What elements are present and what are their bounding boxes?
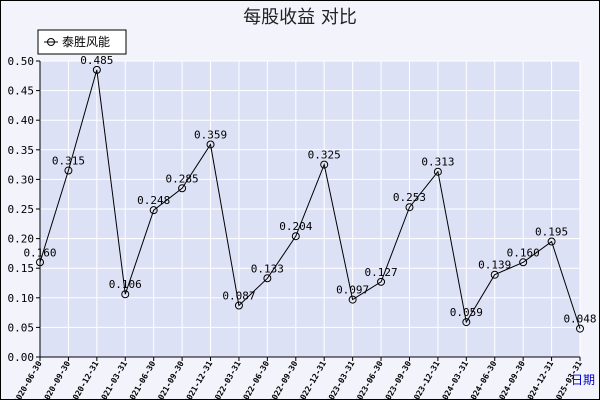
data-label: 0.106 xyxy=(109,278,142,291)
data-point xyxy=(490,270,499,279)
data-label: 0.127 xyxy=(364,266,397,279)
x-tick-label: 2023-06-30 xyxy=(353,359,385,400)
x-tick-label: 2021-12-31 xyxy=(182,359,214,400)
data-label: 0.253 xyxy=(393,191,426,204)
y-tick-label: 0.20 xyxy=(8,233,35,246)
x-unit-label: 日期 xyxy=(571,373,595,387)
x-tick-label: 2024-12-31 xyxy=(523,359,555,400)
data-point xyxy=(234,301,243,310)
data-label: 0.359 xyxy=(194,128,227,141)
y-tick-label: 0.50 xyxy=(8,55,35,68)
y-tick-label: 0.25 xyxy=(8,203,35,216)
data-point xyxy=(576,324,584,333)
data-point xyxy=(462,318,471,327)
x-tick-label: 2021-09-30 xyxy=(154,359,186,400)
x-tick-label: 2024-03-31 xyxy=(438,359,470,400)
x-tick-label: 2021-06-30 xyxy=(126,359,158,400)
x-tick-label: 2023-03-31 xyxy=(324,359,356,400)
x-tick-label: 2024-06-30 xyxy=(467,359,499,400)
data-label: 0.204 xyxy=(279,220,312,233)
x-tick-label: 2022-03-31 xyxy=(211,359,243,400)
x-tick-label: 2020-09-30 xyxy=(40,359,72,400)
x-tick-label: 2023-09-30 xyxy=(381,359,413,400)
data-label: 0.059 xyxy=(450,306,483,319)
data-label: 0.087 xyxy=(222,289,255,302)
chart-title: 每股收益 对比 xyxy=(243,7,357,28)
y-tick-label: 0.35 xyxy=(8,144,35,157)
data-point xyxy=(348,295,357,304)
data-label: 0.485 xyxy=(80,54,113,67)
data-point xyxy=(64,166,73,175)
y-tick-label: 0.10 xyxy=(8,292,35,305)
data-point xyxy=(263,274,272,283)
grid-lines xyxy=(39,60,581,358)
data-label: 0.139 xyxy=(478,259,511,272)
series-line xyxy=(39,69,581,329)
y-tick-label: 0.00 xyxy=(8,351,35,364)
data-label: 0.160 xyxy=(507,246,540,259)
data-point xyxy=(547,237,556,246)
x-tick-label: 2021-03-31 xyxy=(97,359,129,400)
legend[interactable]: 泰胜风能 xyxy=(37,29,127,55)
legend-marker-icon xyxy=(47,38,55,46)
axes xyxy=(39,61,580,358)
data-point xyxy=(121,290,130,299)
data-point xyxy=(320,160,329,169)
data-point xyxy=(149,206,158,215)
x-axis-ticks: 2020-06-302020-09-302020-12-312021-03-31… xyxy=(12,357,584,400)
data-point xyxy=(405,203,414,212)
x-tick-label: 2023-12-31 xyxy=(410,359,442,400)
data-label: 0.325 xyxy=(308,149,341,162)
data-label: 0.315 xyxy=(52,155,85,168)
data-labels: 0.160 0.315 0.485 0.106 0.248 0.285 0.359 0.087… xyxy=(23,54,596,326)
x-tick-label: 2020-06-30 xyxy=(12,359,44,400)
data-point xyxy=(519,258,528,267)
data-label: 0.248 xyxy=(137,194,170,207)
data-label: 0.097 xyxy=(336,284,369,297)
x-tick-label: 2020-12-31 xyxy=(69,359,101,400)
data-point xyxy=(92,65,101,74)
y-tick-label: 0.05 xyxy=(8,321,35,334)
data-point xyxy=(206,140,215,149)
y-tick-label: 0.15 xyxy=(8,262,35,275)
x-tick-label: 2022-09-30 xyxy=(268,359,300,400)
x-tick-label: 2022-12-31 xyxy=(296,359,328,400)
y-axis-ticks: 0.00 0.05 0.10 0.15 0.20 0.25 0.30 0.35 0.40 0.45… xyxy=(8,55,40,364)
data-point xyxy=(178,184,187,193)
data-point xyxy=(291,232,300,241)
y-tick-label: 0.45 xyxy=(8,85,35,98)
data-point xyxy=(377,277,386,286)
x-tick-label: 2022-06-30 xyxy=(239,359,271,400)
data-label: 0.195 xyxy=(535,226,568,239)
y-tick-label: 0.30 xyxy=(8,173,35,186)
data-label: 0.313 xyxy=(421,156,454,169)
data-point xyxy=(433,167,442,176)
series-markers xyxy=(36,65,584,333)
legend-series-name: 泰胜风能 xyxy=(62,34,110,49)
data-label: 0.048 xyxy=(563,313,596,326)
y-tick-label: 0.40 xyxy=(8,114,35,127)
data-label: 0.133 xyxy=(251,262,284,275)
x-tick-label: 2024-09-30 xyxy=(495,359,527,400)
data-label: 0.285 xyxy=(166,172,199,185)
